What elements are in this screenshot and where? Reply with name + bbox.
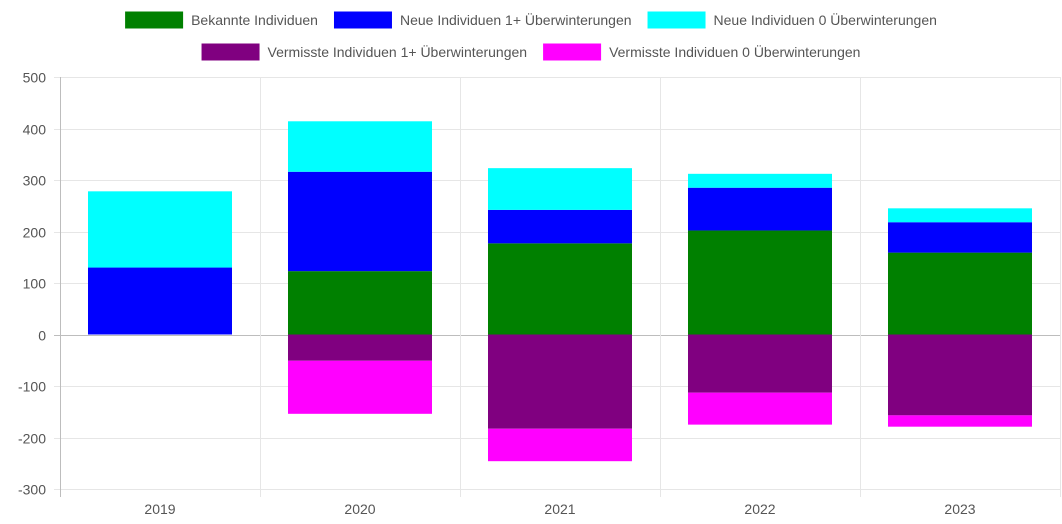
x-tick-label: 2022	[744, 501, 775, 517]
legend-label: Neue Individuen 0 Überwinterungen	[714, 11, 937, 28]
bar-2019-series-1[interactable]	[88, 268, 232, 335]
bar-2019-series-2[interactable]	[88, 191, 232, 267]
y-tick-label: -200	[18, 431, 46, 447]
y-tick-label: -100	[18, 379, 46, 395]
x-tick-label: 2019	[144, 501, 175, 517]
legend-swatch	[648, 12, 706, 29]
y-tick-label: 0	[38, 328, 46, 344]
legend-label: Vermisste Individuen 0 Überwinterungen	[609, 43, 860, 60]
bar-2020-series-1[interactable]	[288, 172, 432, 271]
bar-2020-series-2[interactable]	[288, 121, 432, 171]
bar-2022-series-0[interactable]	[688, 230, 832, 334]
y-tick-label: 200	[23, 225, 47, 241]
y-tick-label: 400	[23, 122, 47, 138]
bar-2022-series-4[interactable]	[688, 393, 832, 425]
bar-2021-series-2[interactable]	[488, 168, 632, 210]
legend-item-3[interactable]: Vermisste Individuen 1+ Überwinterungen	[202, 43, 528, 61]
legend-item-1[interactable]: Neue Individuen 1+ Überwinterungen	[334, 11, 632, 29]
y-tick-label: 300	[23, 173, 47, 189]
legend-item-0[interactable]: Bekannte Individuen	[125, 12, 318, 29]
legend-swatch	[334, 12, 392, 29]
x-tick-label: 2021	[544, 501, 575, 517]
bar-2021-series-3[interactable]	[488, 335, 632, 429]
bar-2023-series-1[interactable]	[888, 222, 1032, 252]
legend-swatch	[202, 44, 260, 61]
x-tick-label: 2020	[344, 501, 375, 517]
bar-2023-series-4[interactable]	[888, 415, 1032, 426]
legend-label: Neue Individuen 1+ Überwinterungen	[400, 11, 632, 28]
y-tick-label: -300	[18, 482, 46, 498]
y-tick-label: 500	[23, 70, 47, 86]
bar-2021-series-4[interactable]	[488, 429, 632, 461]
bar-2020-series-0[interactable]	[288, 271, 432, 334]
bar-2020-series-3[interactable]	[288, 335, 432, 361]
legend-swatch	[125, 12, 183, 29]
bar-2020-series-4[interactable]	[288, 361, 432, 414]
bar-2021-series-1[interactable]	[488, 210, 632, 243]
legend-label: Bekannte Individuen	[191, 12, 318, 28]
legend[interactable]: Bekannte Individuen Neue Individuen 1+ Üb…	[125, 11, 937, 61]
legend-item-2[interactable]: Neue Individuen 0 Überwinterungen	[648, 11, 937, 29]
bar-2022-series-2[interactable]	[688, 174, 832, 188]
bars	[88, 121, 1032, 461]
y-tick-label: 100	[23, 276, 47, 292]
bar-2022-series-3[interactable]	[688, 335, 832, 393]
legend-item-4[interactable]: Vermisste Individuen 0 Überwinterungen	[543, 43, 860, 61]
bar-2023-series-3[interactable]	[888, 335, 1032, 416]
bar-2023-series-0[interactable]	[888, 253, 1032, 335]
bar-2022-series-1[interactable]	[688, 188, 832, 231]
legend-swatch	[543, 44, 601, 61]
bar-2023-series-2[interactable]	[888, 208, 1032, 222]
legend-label: Vermisste Individuen 1+ Überwinterungen	[268, 43, 528, 60]
x-tick-label: 2023	[944, 501, 975, 517]
bar-2021-series-0[interactable]	[488, 243, 632, 334]
